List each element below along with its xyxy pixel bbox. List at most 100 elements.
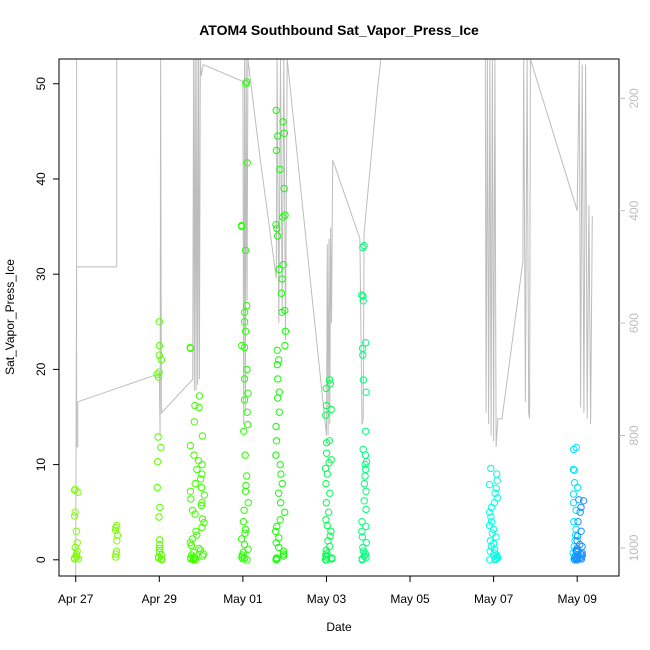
data-point	[572, 506, 580, 514]
data-point	[155, 351, 164, 359]
data-point	[359, 292, 367, 300]
data-point	[112, 550, 120, 558]
data-point	[275, 534, 283, 542]
data-point	[358, 527, 366, 535]
data-point	[490, 499, 499, 507]
right-tick-label: 200	[627, 88, 641, 108]
x-tick-label: Apr 29	[142, 592, 178, 606]
data-point	[112, 547, 121, 555]
data-point	[278, 275, 286, 283]
x-tick-label: May 09	[558, 592, 598, 606]
data-point	[73, 539, 82, 547]
data-point	[279, 261, 287, 269]
data-point	[272, 221, 280, 229]
data-point	[272, 554, 281, 562]
altitude-line	[75, 58, 593, 577]
data-point	[360, 552, 368, 560]
data-point	[360, 497, 368, 505]
y-tick-label: 0	[34, 556, 48, 563]
data-point	[240, 318, 249, 326]
data-point	[190, 548, 198, 556]
data-point	[359, 543, 367, 552]
data-point	[570, 479, 579, 487]
data-point	[327, 527, 335, 535]
data-point	[113, 521, 121, 530]
data-point	[244, 499, 252, 507]
data-point	[323, 521, 331, 530]
data-point	[113, 531, 122, 539]
data-point	[240, 308, 249, 316]
data-point	[321, 464, 330, 473]
y-tick-label: 50	[34, 77, 48, 91]
plot-frame	[58, 58, 620, 577]
data-point	[277, 470, 285, 478]
data-point	[186, 487, 195, 495]
data-point	[277, 289, 286, 297]
data-point	[155, 318, 164, 326]
data-point	[575, 496, 583, 504]
data-point	[492, 533, 500, 541]
data-point	[569, 465, 577, 474]
data-point	[322, 384, 330, 393]
data-point	[188, 535, 197, 543]
data-point	[275, 388, 283, 396]
data-point	[237, 535, 246, 543]
data-point	[491, 489, 499, 497]
data-point	[243, 420, 252, 429]
data-point	[156, 536, 164, 544]
data-point	[154, 458, 162, 466]
data-point	[273, 346, 281, 354]
data-point	[487, 464, 495, 473]
data-point	[358, 533, 367, 541]
data-point	[281, 306, 289, 315]
data-point	[577, 503, 585, 512]
data-point	[156, 503, 164, 512]
data-point	[244, 545, 252, 553]
data-point	[362, 388, 370, 396]
data-point	[153, 370, 161, 378]
data-point	[570, 466, 578, 474]
x-tick-label: May 01	[223, 592, 263, 606]
data-point	[570, 518, 578, 526]
data-point	[240, 396, 249, 404]
data-point	[359, 445, 367, 454]
x-tick-label: May 05	[390, 592, 430, 606]
data-point	[272, 527, 280, 535]
data-point	[198, 460, 206, 469]
data-point	[195, 392, 204, 400]
data-point	[328, 554, 336, 562]
axes: 0 10 20 30 40 50 Apr 27 Apr 29 May 01 May 03 May 0…	[34, 58, 641, 606]
data-point	[275, 408, 283, 416]
data-point	[273, 522, 281, 531]
data-point	[272, 437, 281, 445]
right-tick-label: 600	[627, 313, 641, 333]
data-point	[362, 339, 370, 347]
data-point	[190, 553, 198, 561]
data-point	[188, 506, 197, 514]
data-point	[155, 540, 164, 549]
altitude-overlay	[75, 58, 593, 577]
data-point	[273, 224, 281, 233]
data-point	[326, 489, 334, 497]
data-point	[193, 531, 201, 539]
data-point	[193, 465, 201, 474]
data-point	[155, 544, 164, 553]
data-point	[240, 540, 249, 549]
data-point	[361, 472, 369, 480]
data-point	[238, 341, 246, 350]
data-point	[197, 475, 205, 483]
data-point	[272, 451, 280, 459]
data-point	[111, 526, 120, 534]
data-point	[198, 523, 206, 532]
data-point	[191, 479, 199, 488]
data-point	[362, 522, 370, 531]
data-point	[277, 499, 285, 507]
y-axis-label: Sat_Vapor_Press_Ice	[3, 259, 17, 375]
data-point	[241, 327, 250, 335]
data-point	[190, 451, 198, 459]
data-point	[242, 481, 250, 490]
data-point	[274, 375, 282, 383]
data-point	[280, 184, 288, 193]
data-point	[487, 518, 496, 526]
